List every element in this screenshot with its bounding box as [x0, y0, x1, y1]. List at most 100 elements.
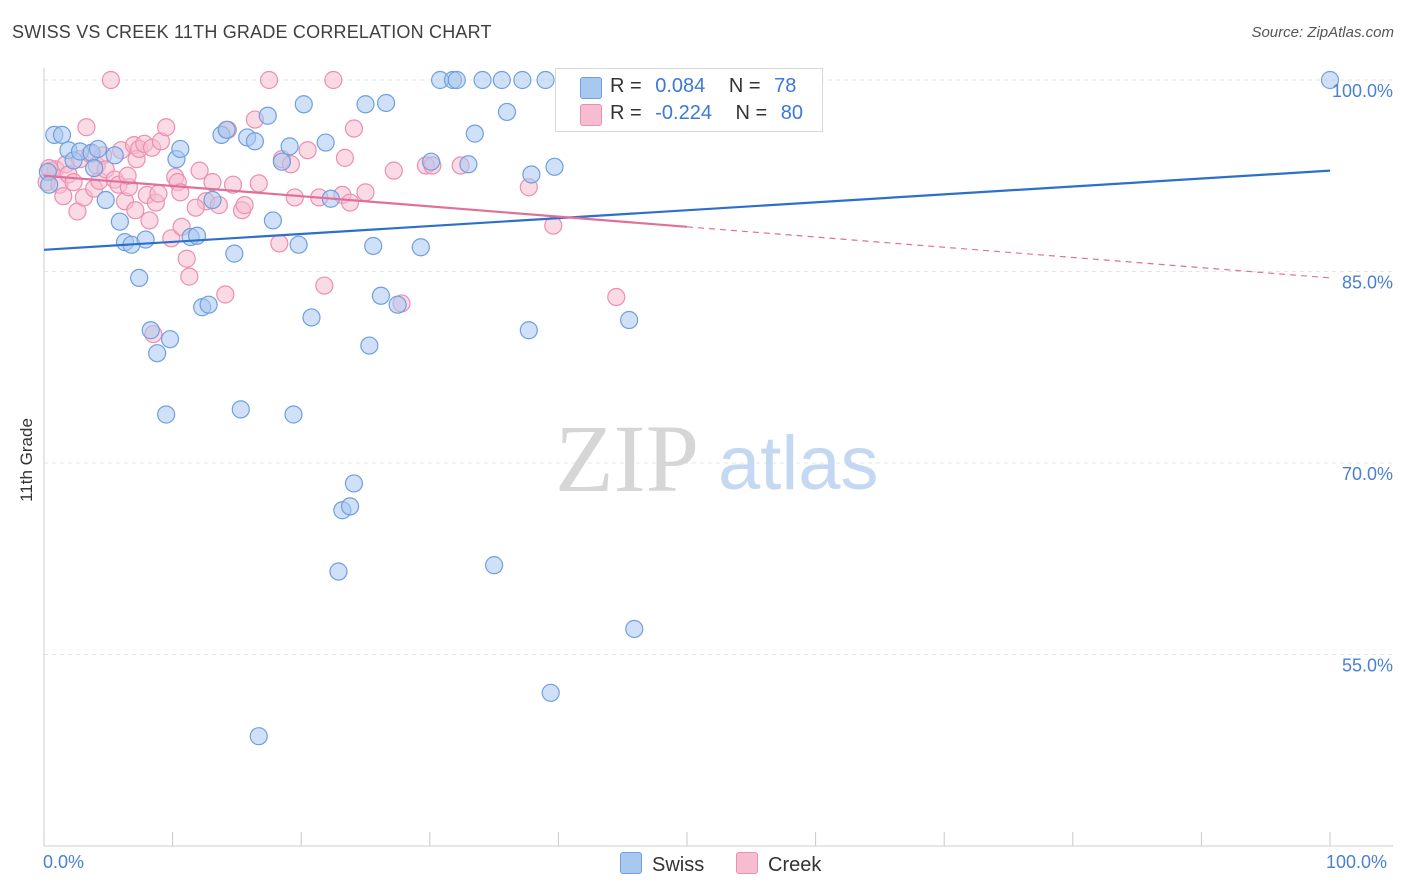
swiss-point [364, 236, 383, 256]
creek-point [77, 118, 96, 137]
creek-n-value: 80 [780, 102, 804, 124]
y-tick-label: 85.0% [1342, 273, 1393, 293]
swiss-legend-swatch [620, 852, 642, 874]
swiss-n-value: 78 [774, 75, 797, 97]
swiss-point [249, 727, 268, 746]
swiss-point [545, 157, 564, 176]
creek-point [235, 196, 254, 215]
swiss-point [522, 165, 541, 184]
swiss-point [157, 405, 176, 424]
swiss-n-label: N = [728, 75, 761, 97]
grid-lines [44, 79, 1393, 655]
axes [43, 68, 1393, 847]
creek-point [180, 267, 199, 286]
swiss-point [263, 211, 283, 230]
creek-point [340, 193, 360, 212]
swiss-point [141, 321, 160, 340]
swiss-point [465, 124, 484, 143]
creek-point [259, 70, 279, 90]
swiss-legend-label: Swiss [652, 854, 705, 876]
swiss-point [519, 321, 538, 340]
y-tick-label: 100.0% [1332, 81, 1393, 101]
chart-title: SWISS VS CREEK 11TH GRADE CORRELATION CH… [12, 22, 492, 42]
swiss-point [105, 146, 124, 165]
watermark-zip: ZIP [555, 405, 699, 512]
swiss-point [148, 344, 167, 363]
creek-point [324, 70, 343, 90]
creek-point [270, 234, 289, 253]
swiss-point [485, 556, 504, 575]
creek-r-value: -0.224 [655, 102, 712, 124]
creek-point [344, 119, 364, 138]
creek-point [118, 166, 137, 185]
swiss-point [289, 235, 308, 254]
creek-trend-line [43, 174, 688, 228]
swiss-point [217, 120, 236, 139]
swiss-point [225, 244, 244, 263]
creek-point [54, 187, 73, 206]
creek-point [64, 173, 83, 192]
creek-r-label: R = [610, 102, 642, 124]
creek-n-label: N = [735, 102, 768, 124]
creek-point [177, 249, 196, 268]
swiss-point [302, 308, 321, 327]
creek-point [126, 201, 145, 220]
swiss-point [245, 132, 265, 151]
creek-point [101, 70, 120, 90]
y-tick-label: 55.0% [1342, 656, 1393, 676]
swiss-point [284, 405, 303, 424]
y-axis-label: 11th Grade [17, 418, 36, 502]
swiss-point [513, 70, 532, 90]
swiss-point [203, 190, 222, 210]
swiss-point [1320, 70, 1340, 90]
x-tick-label-min: 0.0% [43, 852, 85, 872]
creek-point [190, 161, 209, 180]
swiss-point [96, 190, 115, 210]
creek-point [356, 183, 375, 202]
x-tick-label-max: 100.0% [1326, 852, 1388, 872]
swiss-point [360, 336, 379, 355]
swiss-point [340, 497, 360, 516]
y-tick-labels: 55.0% 70.0% 85.0% 100.0% [1332, 81, 1393, 676]
correlation-legend: R = 0.084 N = 78 R = -0.224 N = 80 [555, 68, 823, 132]
creek-point [186, 198, 205, 217]
creek-legend-label: Creek [768, 854, 822, 876]
creek-point [140, 211, 159, 230]
creek-trend-extension [686, 226, 1331, 279]
swiss-point [294, 95, 313, 114]
swiss-point [85, 158, 104, 178]
swiss-point [541, 683, 560, 702]
swiss-trend-line [43, 169, 1331, 251]
swiss-point [171, 139, 190, 159]
creek-point [216, 285, 235, 304]
creek-point [223, 175, 243, 194]
creek-point [171, 183, 190, 202]
swiss-point [199, 295, 218, 314]
swiss-point [52, 125, 72, 144]
creek-point [607, 287, 626, 307]
swiss-point [88, 139, 108, 159]
swiss-point [492, 70, 511, 90]
swiss-point [421, 152, 441, 171]
creek-legend-swatch [736, 852, 758, 874]
swiss-point [136, 230, 155, 249]
swiss-points [38, 70, 1340, 746]
creek-point [285, 188, 304, 207]
swiss-r-value: 0.084 [655, 75, 706, 97]
swiss-point [329, 562, 348, 581]
creek-point [157, 118, 176, 137]
creek-point [384, 161, 403, 180]
swiss-r-label: R = [610, 75, 642, 97]
swiss-point [40, 175, 59, 194]
watermark: ZIP atlas [555, 405, 879, 512]
creek-point [249, 174, 268, 193]
creek-point [203, 173, 222, 192]
swiss-point [376, 93, 396, 113]
swiss-point [344, 474, 364, 493]
swiss-point [620, 310, 639, 330]
swiss-point [258, 106, 277, 125]
swiss-point [447, 70, 466, 90]
creek-point [149, 184, 168, 203]
swiss-point [388, 295, 407, 314]
